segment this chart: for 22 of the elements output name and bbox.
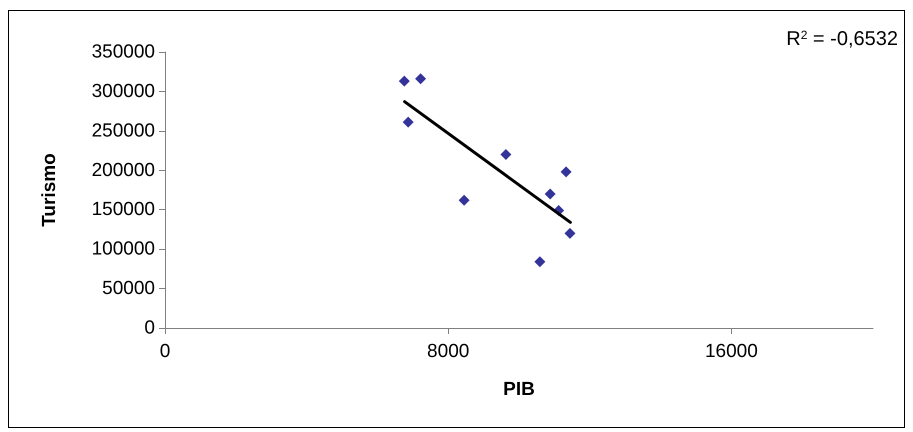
y-tick-label: 350000 [92,42,155,62]
point [564,228,576,239]
y-tick-label: 250000 [92,120,155,142]
y-tick-label: 150000 [92,199,155,220]
y-tick-label: 100000 [92,238,155,260]
point [560,166,572,178]
point [500,149,512,160]
point [415,73,426,84]
y-tick-label: 300000 [92,80,155,102]
point [458,194,470,206]
x-tick-label: 8000 [427,341,470,362]
y-tick-label: 50000 [102,278,155,300]
y-axis-title: Turismo [39,153,60,227]
point [402,116,414,128]
point [544,188,556,200]
x-tick-label: 0 [160,341,170,362]
point [398,76,410,87]
point [534,256,546,268]
x-axis-title: PIB [503,379,535,400]
y-tick-label: 200000 [92,160,155,181]
y-tick-label: 0 [144,318,155,338]
x-tick-label: 16000 [704,341,758,362]
